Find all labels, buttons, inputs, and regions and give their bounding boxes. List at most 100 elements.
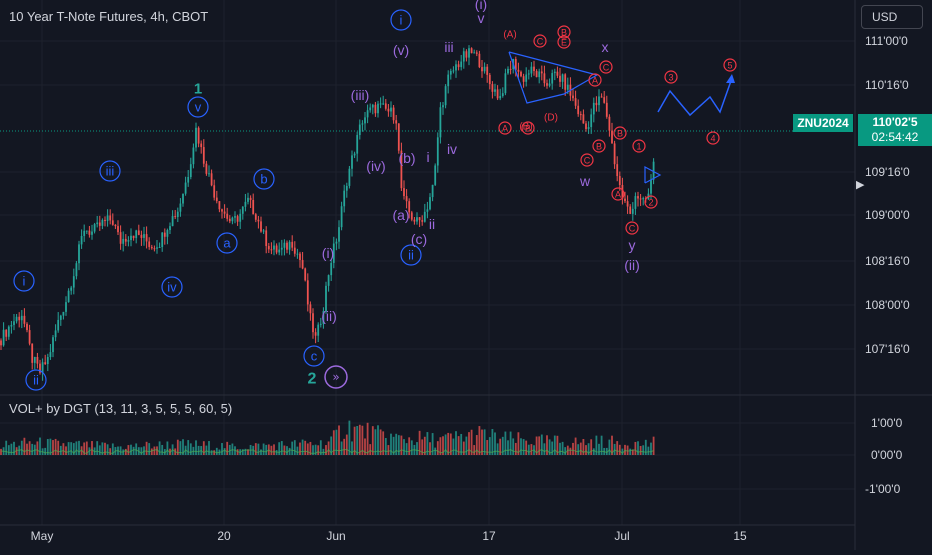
- candle-body: [236, 216, 239, 222]
- candle-body: [559, 75, 561, 82]
- candle-body: [171, 216, 174, 227]
- candle-body: [114, 224, 117, 227]
- price-badge: 110'02'5 02:54:42: [858, 114, 932, 146]
- candle-body: [631, 208, 634, 214]
- volume-bar: [343, 438, 346, 455]
- wave-label: (D): [544, 113, 558, 124]
- wave-circle-outline: [557, 25, 571, 39]
- candle-body: [553, 71, 556, 74]
- candle-body: [535, 70, 538, 78]
- volume-bar: [85, 441, 88, 455]
- candle-body: [403, 188, 405, 197]
- volume-bar: [44, 447, 47, 455]
- volume-bar: [400, 435, 403, 455]
- volume-bar: [124, 448, 127, 455]
- candle-body: [244, 201, 247, 207]
- candle-body: [527, 73, 530, 75]
- y-tick-label: 107'16'0: [865, 342, 910, 356]
- volume-bar: [590, 439, 593, 455]
- candle-body: [366, 110, 369, 118]
- volume-bar: [631, 449, 634, 455]
- volume-bar: [535, 436, 538, 455]
- volume-bar: [499, 438, 502, 455]
- candle-body: [507, 68, 509, 74]
- candle-body: [426, 209, 429, 212]
- wave-label: iii: [444, 39, 453, 55]
- wave-label-circle: iii: [99, 160, 121, 182]
- indicator-title: VOL+ by DGT (13, 11, 3, 5, 5, 5, 60, 5): [9, 401, 233, 416]
- volume-bar: [361, 425, 364, 455]
- candle-body: [226, 213, 229, 219]
- candle-body: [169, 226, 171, 231]
- candle-body: [421, 220, 424, 222]
- candle-body: [293, 247, 296, 254]
- candle-body: [587, 127, 590, 130]
- candle-body: [93, 224, 96, 232]
- candle-body: [650, 179, 652, 194]
- candle-body: [166, 230, 169, 237]
- volume-bar: [301, 439, 304, 455]
- wave-label-text: B: [561, 28, 567, 38]
- candle-body: [475, 52, 478, 54]
- volume-bar: [431, 433, 434, 455]
- candle-body: [577, 105, 580, 115]
- volume-bar: [468, 432, 470, 455]
- candle-body: [442, 105, 444, 108]
- wave-label-text: c: [311, 349, 318, 364]
- volume-bar: [67, 442, 70, 455]
- candle-body: [364, 117, 366, 124]
- candle-body: [257, 219, 260, 222]
- volume-bar: [652, 436, 655, 455]
- candle-body: [275, 245, 278, 253]
- candle-body: [572, 95, 574, 99]
- candle-body: [556, 71, 559, 76]
- volume-bar: [369, 444, 372, 455]
- wave-circle-outline: [216, 232, 238, 254]
- volume-bar: [540, 434, 543, 455]
- candle-body: [517, 69, 520, 72]
- candle-body: [161, 232, 164, 247]
- candle-body: [67, 290, 70, 303]
- x-tick-label: May: [31, 529, 54, 543]
- candle-body: [439, 107, 442, 138]
- volume-bar: [520, 438, 522, 455]
- candle-body: [564, 74, 567, 90]
- volume-bar: [348, 420, 351, 455]
- wave-circle-outline: [644, 195, 658, 209]
- candle-body: [158, 246, 161, 248]
- wave-circle-outline: [533, 34, 547, 48]
- volume-bar: [244, 448, 247, 455]
- candle-body: [156, 247, 158, 249]
- wave-circle-outline: [390, 9, 412, 31]
- wave-circle-outline: [632, 139, 646, 153]
- volume-bar: [187, 440, 190, 455]
- scale-arrow-icon[interactable]: ▶: [856, 179, 865, 191]
- wave-circle-outline: [400, 244, 422, 266]
- candle-body: [182, 193, 184, 204]
- volume-bar: [608, 439, 611, 455]
- volume-bar: [304, 440, 307, 455]
- volume-bar: [598, 443, 600, 455]
- candle-body: [283, 242, 286, 248]
- candle-body: [260, 221, 262, 232]
- wave-circle-outline: [613, 126, 627, 140]
- volume-bar: [371, 426, 374, 455]
- volume-bar: [13, 441, 15, 455]
- volume-bar: [408, 437, 411, 455]
- candle-body: [101, 219, 104, 226]
- candle-body: [452, 70, 455, 72]
- volume-bar: [288, 447, 291, 455]
- candle-body: [345, 185, 348, 191]
- volume-bar: [135, 443, 138, 455]
- candle-body: [278, 249, 281, 253]
- volume-bar: [254, 443, 257, 455]
- currency-selector[interactable]: USD: [861, 5, 923, 29]
- candle-body: [202, 147, 205, 164]
- candle-body: [335, 241, 338, 244]
- wave-label: ii: [429, 216, 435, 232]
- volume-bar: [356, 425, 359, 455]
- volume-bar: [314, 444, 317, 455]
- wave-circle-outline: [723, 58, 737, 72]
- volume-bar: [491, 429, 494, 455]
